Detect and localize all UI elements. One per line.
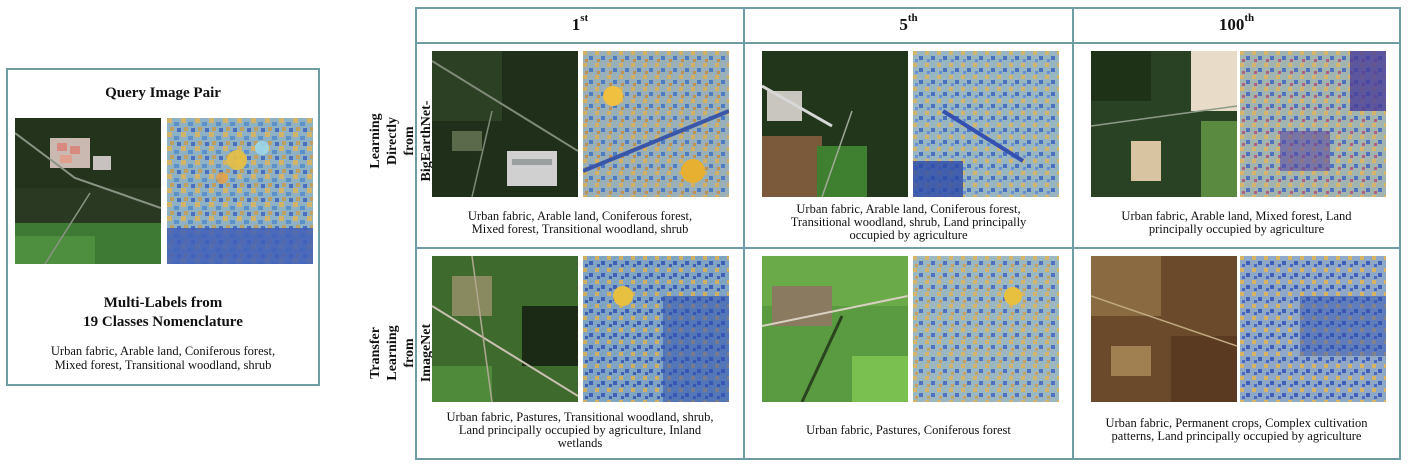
- optical-image: [1091, 51, 1237, 197]
- grid-line: [415, 7, 1401, 9]
- rank-suffix: th: [907, 12, 918, 25]
- row-label-line1: Transfer Learning: [368, 325, 400, 381]
- result-labels: Urban fabric, Arable land, Mixed forest,…: [1074, 210, 1399, 236]
- query-optical-image: [15, 118, 161, 264]
- sar-image: [583, 51, 729, 197]
- grid-line: [415, 458, 1401, 460]
- result-labels: Urban fabric, Arable land, Coniferous fo…: [417, 210, 743, 236]
- row-label-line1: Learning Directly: [368, 113, 400, 169]
- query-labels: Urban fabric, Arable land, Coniferous fo…: [18, 344, 308, 372]
- label-line: Urban fabric, Arable land, Mixed forest,…: [1121, 209, 1352, 223]
- grid-line: [415, 247, 1401, 249]
- optical-image: [762, 51, 908, 197]
- label-line: Urban fabric, Arable land, Coniferous fo…: [796, 202, 1021, 216]
- column-header-5th: 5th: [745, 7, 1072, 43]
- grid-line: [1072, 7, 1074, 460]
- label-line: Transitional woodland, shrub, Land princ…: [790, 215, 1027, 229]
- query-subtitle-line2: 19 Classes Nomenclature: [83, 314, 243, 330]
- column-header-100th: 100th: [1074, 7, 1399, 43]
- query-sar-image: [167, 118, 313, 264]
- query-subtitle: Multi-Labels from 19 Classes Nomenclatur…: [8, 294, 318, 332]
- label-line: occupied by agriculture: [849, 228, 968, 242]
- optical-image: [432, 51, 578, 197]
- grid-line: [743, 7, 745, 460]
- query-subtitle-line1: Multi-Labels from: [103, 295, 223, 311]
- column-header-1st: 1st: [417, 7, 743, 43]
- result-labels: Urban fabric, Pastures, Coniferous fores…: [745, 424, 1072, 437]
- label-line: Urban fabric, Arable land, Coniferous fo…: [467, 209, 693, 223]
- result-labels: Urban fabric, Pastures, Transitional woo…: [417, 411, 743, 450]
- label-line: wetlands: [557, 436, 603, 450]
- rank-suffix: th: [1244, 12, 1255, 25]
- label-line: Land principally occupied by agriculture…: [458, 423, 702, 437]
- label-line: Mixed forest, Transitional woodland, shr…: [471, 222, 689, 236]
- rank-suffix: st: [580, 12, 589, 25]
- rank-number: 5: [899, 15, 908, 34]
- label-line: Urban fabric, Permanent crops, Complex c…: [1105, 416, 1368, 430]
- sar-image: [1240, 256, 1386, 402]
- optical-image: [762, 256, 908, 402]
- result-labels: Urban fabric, Arable land, Coniferous fo…: [745, 203, 1072, 242]
- results-grid: 1st 5th 100th Urban fabric, Arable land,…: [415, 7, 1401, 460]
- query-labels-line2: Mixed forest, Transitional woodland, shr…: [54, 358, 272, 372]
- sar-image: [913, 256, 1059, 402]
- label-line: patterns, Land principally occupied by a…: [1111, 429, 1362, 443]
- grid-line: [415, 42, 1401, 44]
- query-panel: Query Image Pair: [6, 68, 320, 386]
- sar-image: [1240, 51, 1386, 197]
- rank-number: 1: [571, 15, 581, 34]
- row-label-bigearthnet: Learning Directly from BigEarthNet-MM: [367, 96, 451, 186]
- rank-number: 100: [1218, 15, 1245, 34]
- label-line: principally occupied by agriculture: [1148, 222, 1325, 236]
- query-title: Query Image Pair: [105, 85, 221, 101]
- sar-image: [583, 256, 729, 402]
- sar-image: [913, 51, 1059, 197]
- label-line: Urban fabric, Pastures, Transitional woo…: [446, 410, 714, 424]
- query-labels-line1: Urban fabric, Arable land, Coniferous fo…: [50, 344, 276, 358]
- optical-image: [1091, 256, 1237, 402]
- grid-line: [415, 7, 417, 460]
- grid-line: [1399, 7, 1401, 460]
- row-label-imagenet: Transfer Learning from ImageNet: [367, 308, 434, 398]
- optical-image: [432, 256, 578, 402]
- label-line: Urban fabric, Pastures, Coniferous fores…: [806, 423, 1011, 437]
- result-labels: Urban fabric, Permanent crops, Complex c…: [1074, 417, 1399, 443]
